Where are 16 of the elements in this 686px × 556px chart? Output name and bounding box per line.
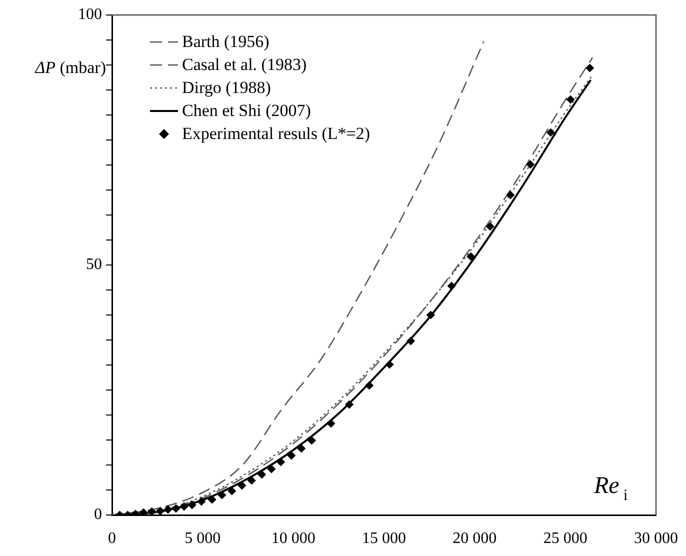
legend-label: Experimental resuls (L*=2): [182, 124, 370, 143]
x-tick-label: 10 000: [271, 530, 316, 547]
y-axis-title: ΔP (mbar): [34, 58, 106, 77]
legend-label: Casal et al. (1983): [182, 55, 307, 74]
legend-label: Barth (1956): [182, 32, 270, 51]
x-tick-label: 15 000: [362, 530, 406, 547]
y-tick-label: 50: [86, 256, 102, 274]
x-tick-label: 20 000: [452, 530, 497, 547]
x-tick-label: 25 000: [543, 530, 588, 547]
legend-label: Dirgo (1988): [182, 78, 271, 97]
y-tick-label: 100: [78, 6, 102, 24]
y-tick-label: 0: [94, 506, 102, 524]
legend-label: Chen et Shi (2007): [182, 101, 311, 120]
x-tick-label: 5 000: [184, 530, 221, 547]
x-tick-label: 30 000: [634, 530, 678, 547]
x-tick-label: 0: [108, 530, 116, 547]
